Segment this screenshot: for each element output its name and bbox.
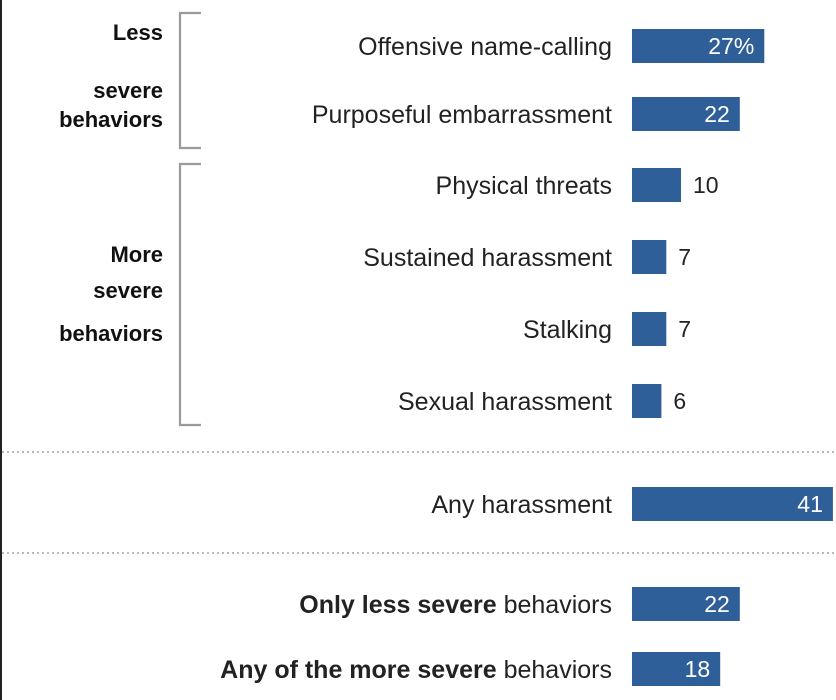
bar (632, 587, 740, 621)
bar (632, 29, 765, 63)
group-bracket (178, 162, 201, 427)
bar (632, 97, 740, 131)
category-label: Any of the more severe behaviors (220, 656, 612, 684)
bar-value-label: 27% (708, 33, 754, 59)
group-label: severe (93, 78, 163, 103)
bar-value-label: 10 (693, 172, 719, 198)
category-label: Only less severe behaviors (299, 591, 612, 619)
group-label: behaviors (59, 321, 163, 346)
bar-value-label: 22 (704, 101, 730, 127)
category-label: Sustained harassment (363, 244, 612, 272)
bar (632, 652, 721, 686)
category-label: Stalking (523, 316, 612, 344)
bar (632, 168, 681, 202)
bar-value-label: 7 (678, 316, 691, 342)
bar (632, 240, 667, 274)
group-label: behaviors (59, 107, 163, 132)
category-label: Offensive name-calling (358, 33, 612, 61)
group-label: More (110, 242, 163, 267)
bar-value-label: 22 (704, 591, 730, 617)
category-label: Any harassment (431, 491, 612, 519)
bar (632, 384, 662, 418)
bar-value-label: 18 (685, 656, 711, 682)
bar-value-label: 7 (678, 244, 691, 270)
group-bracket (178, 11, 201, 150)
bar (632, 312, 667, 346)
bar-value-label: 41 (797, 491, 823, 517)
category-label: Purposeful embarrassment (312, 101, 612, 129)
category-label: Physical threats (436, 172, 612, 200)
group-label: severe (93, 278, 163, 303)
group-label: Less (113, 20, 163, 45)
category-label: Sexual harassment (398, 388, 612, 416)
bar (632, 487, 833, 521)
bar-value-label: 6 (673, 388, 686, 414)
